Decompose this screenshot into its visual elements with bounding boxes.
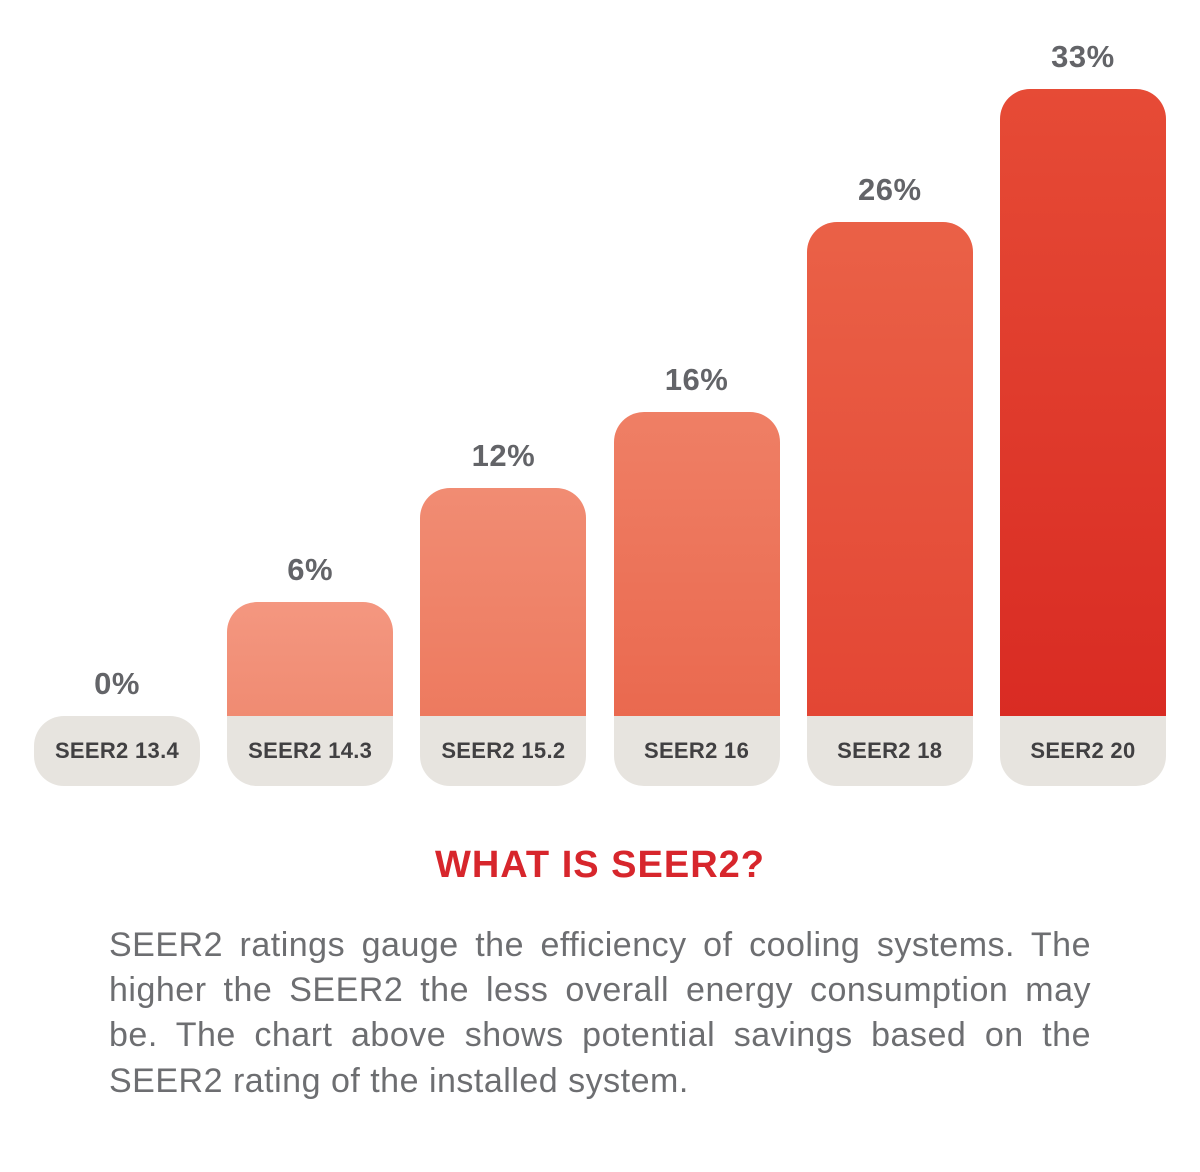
bar-column: 6% SEER2 14.3 xyxy=(227,552,394,786)
bar-category-label: SEER2 14.3 xyxy=(227,716,394,786)
info-section: WHAT IS SEER2? SEER2 ratings gauge the e… xyxy=(0,786,1200,1104)
bar xyxy=(420,488,587,716)
info-body-text: SEER2 ratings gauge the efficiency of co… xyxy=(109,926,1091,1100)
bar-value-label: 16% xyxy=(664,362,729,397)
bar-category-label: SEER2 20 xyxy=(999,716,1166,786)
bar xyxy=(227,602,394,716)
bar-chart: 0% SEER2 13.4 6% SEER2 14.3 12% SEER2 15.2 16%… xyxy=(34,39,1166,786)
bar-value-label: 0% xyxy=(94,666,140,701)
bar-value-label: 33% xyxy=(1051,39,1115,74)
bar-category-label: SEER2 13.4 xyxy=(34,716,200,786)
bar-column: 33% SEER2 20 xyxy=(999,39,1166,786)
bar xyxy=(806,222,973,716)
bar xyxy=(999,89,1166,716)
bar-value-label: 26% xyxy=(857,172,922,207)
bar-value-label: 6% xyxy=(287,552,334,587)
bar-category-label: SEER2 15.2 xyxy=(420,716,587,786)
bar-value-label: 12% xyxy=(471,438,536,473)
bar-category-label: SEER2 18 xyxy=(806,716,973,786)
bar-column: 26% SEER2 18 xyxy=(806,172,973,786)
bar-category-label: SEER2 16 xyxy=(613,716,780,786)
info-title: WHAT IS SEER2? xyxy=(435,844,765,886)
bar xyxy=(613,412,780,716)
bar-column: 12% SEER2 15.2 xyxy=(420,438,587,786)
bar-column: 16% SEER2 16 xyxy=(613,362,780,786)
bar-column: 0% SEER2 13.4 xyxy=(34,666,200,786)
